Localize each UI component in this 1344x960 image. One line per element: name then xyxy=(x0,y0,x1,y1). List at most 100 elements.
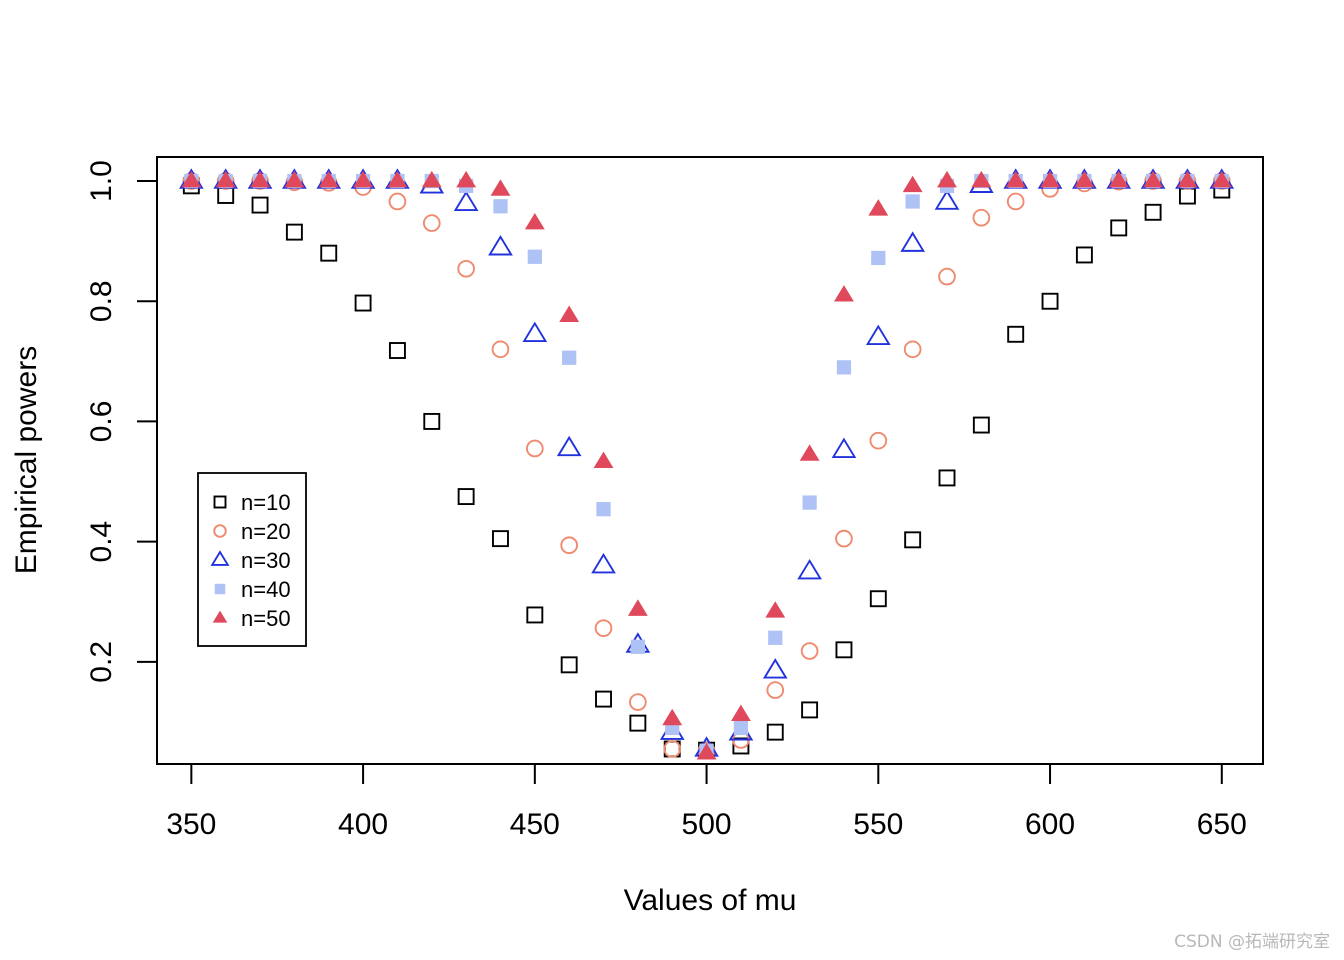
data-point xyxy=(490,179,511,196)
data-point xyxy=(526,439,544,458)
data-point xyxy=(663,740,682,758)
legend-label: n=20 xyxy=(241,519,291,544)
data-point xyxy=(488,235,513,256)
data-point xyxy=(835,641,853,659)
data-point xyxy=(1006,192,1025,211)
data-point xyxy=(453,190,479,211)
data-point xyxy=(831,437,857,458)
data-point xyxy=(1143,170,1164,188)
data-point xyxy=(629,693,647,711)
data-point xyxy=(594,619,613,638)
data-point xyxy=(556,435,582,457)
data-point xyxy=(591,552,616,574)
data-point xyxy=(215,170,236,188)
data-point xyxy=(768,630,783,645)
data-point xyxy=(595,690,612,708)
data-point xyxy=(1211,170,1232,188)
data-point xyxy=(493,199,508,214)
x-tick-label: 450 xyxy=(510,808,560,841)
data-point xyxy=(800,642,819,660)
x-tick-label: 650 xyxy=(1197,808,1247,841)
data-point xyxy=(1074,170,1095,188)
data-point xyxy=(834,285,854,302)
data-point xyxy=(1144,203,1162,221)
x-tick-label: 600 xyxy=(1025,808,1075,841)
data-point xyxy=(457,488,475,506)
data-point xyxy=(456,170,477,188)
data-point xyxy=(387,170,408,188)
data-point xyxy=(560,536,578,555)
data-point xyxy=(526,606,544,624)
legend-marker xyxy=(213,524,227,538)
data-point xyxy=(422,214,441,232)
x-tick-label: 550 xyxy=(853,808,903,841)
data-point xyxy=(900,231,925,252)
data-point xyxy=(662,708,683,726)
data-point xyxy=(937,170,957,188)
legend: n=10 n=20 n=30 n=40 n=50 xyxy=(197,472,307,647)
data-point xyxy=(629,714,647,732)
data-point xyxy=(801,701,819,719)
x-tick-label: 350 xyxy=(166,808,216,841)
legend-marker xyxy=(213,495,227,509)
data-point xyxy=(871,250,886,266)
data-point xyxy=(971,170,992,188)
data-point xyxy=(972,208,991,227)
data-point xyxy=(730,704,751,721)
data-point xyxy=(733,720,749,736)
data-point xyxy=(869,431,888,450)
data-point xyxy=(491,340,510,359)
legend-marker xyxy=(212,610,228,623)
data-point xyxy=(904,531,922,549)
data-point xyxy=(797,558,822,580)
data-point xyxy=(1075,246,1093,264)
data-point xyxy=(457,259,475,278)
x-tick-label: 500 xyxy=(682,808,732,841)
legend-label: n=50 xyxy=(241,606,291,631)
data-point xyxy=(766,723,784,741)
data-point xyxy=(1007,325,1025,343)
data-point xyxy=(388,192,407,211)
data-point xyxy=(732,737,750,755)
data-point xyxy=(972,416,990,434)
data-point xyxy=(835,529,853,548)
data-point xyxy=(562,350,577,365)
data-point xyxy=(868,199,889,216)
data-point xyxy=(596,502,611,517)
data-point xyxy=(1177,170,1198,188)
y-tick-label: 1.0 xyxy=(85,160,118,202)
data-point xyxy=(802,495,817,510)
y-tick-label: 0.2 xyxy=(85,641,118,683)
data-point xyxy=(284,170,305,188)
data-points xyxy=(179,168,1235,760)
data-point xyxy=(354,294,372,312)
data-point xyxy=(559,305,580,322)
data-point xyxy=(630,639,645,654)
legend-label: n=30 xyxy=(241,548,291,573)
y-tick-label: 0.4 xyxy=(85,521,118,563)
data-point xyxy=(423,412,441,430)
data-point xyxy=(1040,170,1060,188)
data-point xyxy=(865,324,891,345)
series-n=50 xyxy=(181,170,1232,760)
data-point xyxy=(527,249,542,264)
data-point xyxy=(1005,170,1026,188)
data-point xyxy=(353,170,374,188)
data-point xyxy=(560,656,578,674)
y-tick-label: 0.6 xyxy=(85,401,118,443)
x-tick-label: 400 xyxy=(338,808,388,841)
legend-marker xyxy=(214,583,226,595)
data-point xyxy=(181,170,202,188)
data-point xyxy=(1041,292,1059,310)
data-point xyxy=(421,170,442,188)
legend-label: n=10 xyxy=(241,490,291,515)
data-point xyxy=(250,170,270,188)
data-point xyxy=(522,321,548,342)
data-point xyxy=(765,601,786,618)
data-point xyxy=(766,681,785,699)
legend-label: n=40 xyxy=(241,577,291,602)
data-point xyxy=(388,342,406,359)
data-point xyxy=(492,530,509,548)
data-point xyxy=(799,444,820,461)
